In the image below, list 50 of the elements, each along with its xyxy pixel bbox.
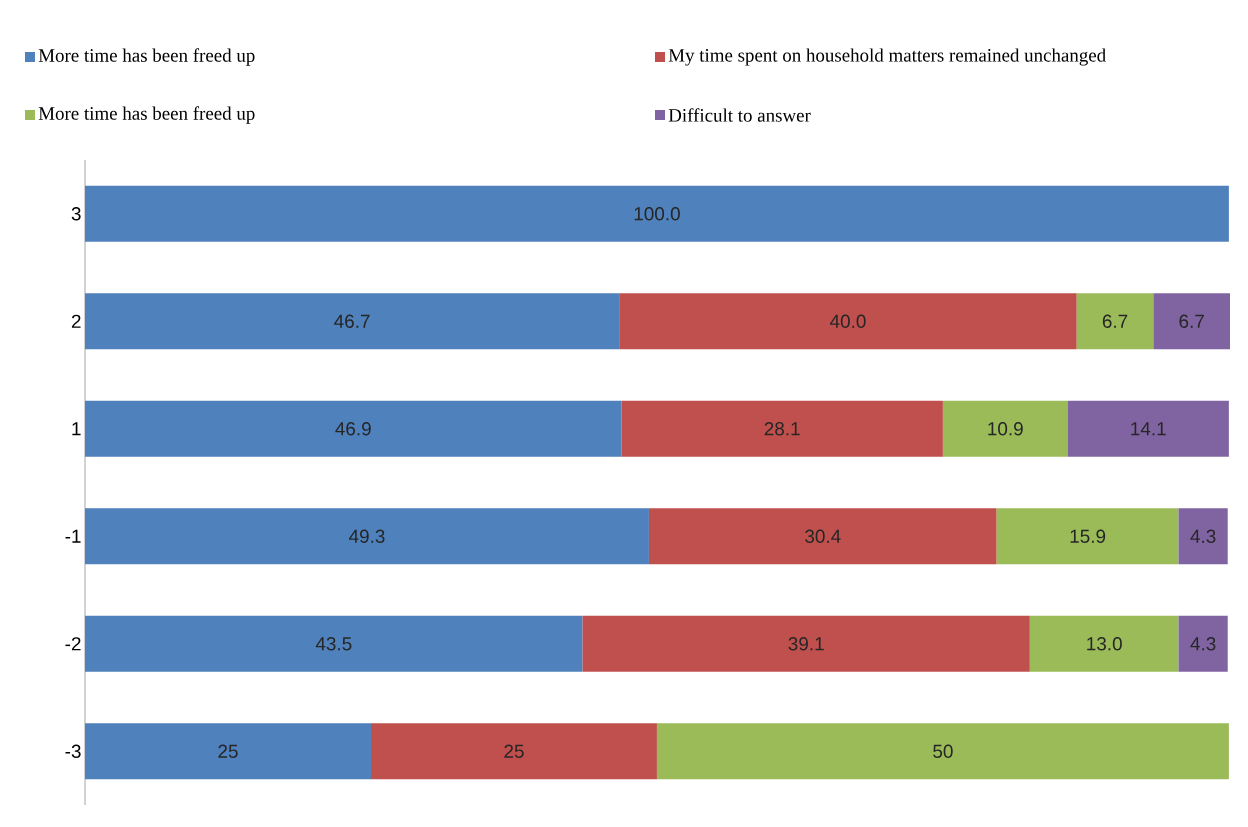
legend-label: More time has been freed up — [38, 48, 255, 66]
data-label: 49.3 — [348, 529, 385, 543]
y-tick-label: -2 — [65, 637, 81, 651]
bar — [1067, 400, 1229, 457]
bar — [85, 400, 622, 457]
data-label: 30.4 — [805, 529, 841, 543]
y-tick-label: -3 — [65, 744, 81, 758]
bar — [582, 615, 1030, 672]
data-label: 10.9 — [988, 422, 1023, 436]
bar — [621, 400, 943, 457]
bar — [1029, 615, 1179, 672]
data-label: 25 — [218, 744, 238, 758]
data-label: 14.1 — [1131, 422, 1166, 436]
data-label: 40.0 — [829, 314, 866, 328]
bar — [85, 615, 583, 672]
bar — [1076, 293, 1154, 350]
data-label: 50 — [933, 744, 953, 758]
legend-label: Difficult to answer — [668, 108, 811, 122]
y-tick-label: 3 — [71, 207, 81, 221]
data-label: 6.7 — [1179, 314, 1204, 328]
data-label: 15.9 — [1070, 529, 1106, 543]
bar — [1153, 293, 1231, 350]
bar — [85, 293, 620, 350]
data-label: 13.0 — [1087, 637, 1122, 651]
data-label: 6.7 — [1102, 314, 1128, 328]
bar — [619, 293, 1077, 350]
bar — [942, 400, 1068, 457]
bar — [656, 723, 1229, 780]
legend-label: More time has been freed up — [38, 106, 255, 124]
data-label: 43.5 — [315, 637, 352, 651]
bar — [85, 185, 1229, 242]
bar — [370, 723, 657, 780]
data-label: 39.1 — [788, 637, 824, 651]
data-label: 25 — [504, 744, 524, 758]
legend-label: My time spent on household matters remained unchanged — [668, 48, 1106, 66]
data-label: 46.9 — [335, 422, 371, 436]
data-label: 46.7 — [334, 314, 370, 328]
data-label: 4.3 — [1190, 529, 1216, 543]
data-label: 100.0 — [634, 207, 680, 221]
y-tick-label: 1 — [72, 422, 81, 436]
data-label: 28.1 — [764, 422, 800, 436]
y-tick-label: -1 — [65, 529, 81, 543]
bar — [648, 508, 997, 565]
bar — [85, 508, 649, 565]
bar — [996, 508, 1179, 565]
data-label: 4.3 — [1190, 637, 1216, 651]
bar — [85, 723, 371, 780]
y-tick-label: 2 — [71, 314, 81, 328]
bar — [1178, 508, 1228, 565]
bar — [1178, 615, 1228, 672]
